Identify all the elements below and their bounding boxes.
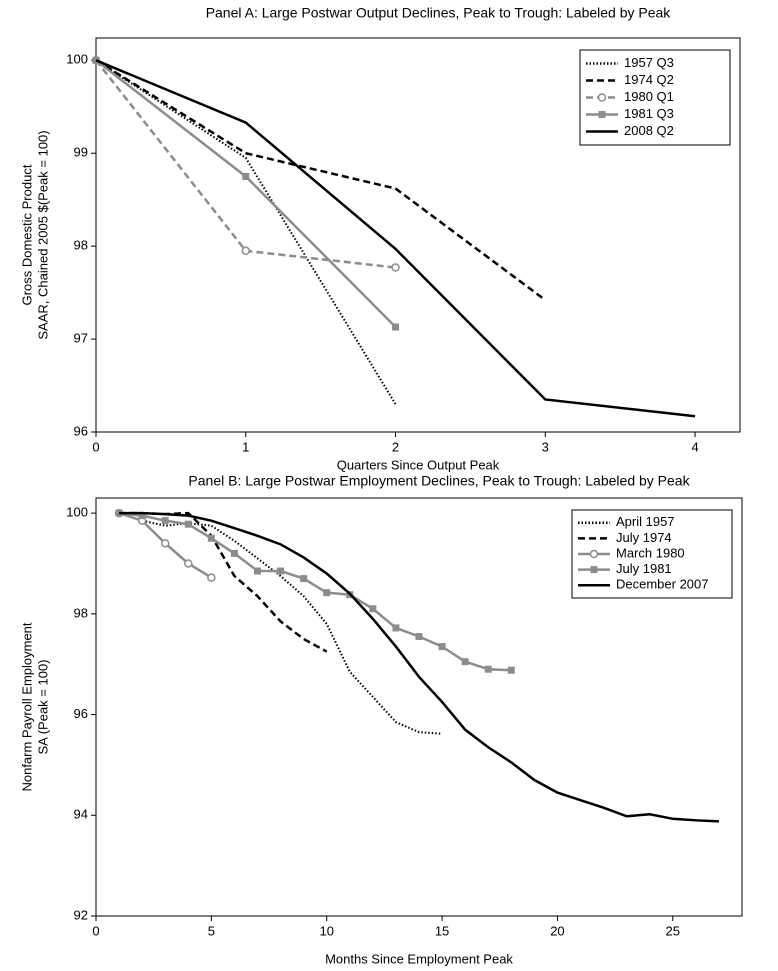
- y-tick-label: 99: [74, 145, 88, 160]
- legend-marker: [597, 93, 607, 102]
- marker: [415, 632, 423, 640]
- y-tick-label: 94: [74, 807, 88, 822]
- legend-label: 2008 Q2: [624, 123, 674, 138]
- legend-label: July 1974: [616, 530, 672, 545]
- marker: [392, 323, 400, 331]
- y-tick-label: 100: [66, 505, 88, 520]
- series-line: [118, 512, 443, 735]
- marker: [184, 559, 193, 568]
- legend-label: July 1981: [616, 561, 672, 576]
- series-line: [118, 511, 512, 672]
- y-axis-label: Gross Domestic Product: [19, 164, 34, 305]
- legend-label: 1981 Q3: [624, 106, 674, 121]
- x-tick-label: 0: [92, 439, 99, 454]
- y-axis-label: SAAR, Chained 2005 $(Peak = 100): [35, 130, 50, 339]
- x-tick-label: 25: [666, 923, 680, 938]
- x-tick-label: 20: [550, 923, 564, 938]
- marker: [391, 263, 400, 272]
- y-tick-label: 98: [74, 605, 88, 620]
- legend-label: 1974 Q2: [624, 72, 674, 87]
- x-tick-label: 4: [691, 439, 698, 454]
- x-tick-label: 0: [92, 923, 99, 938]
- series-line: [95, 59, 547, 302]
- x-axis-label: Quarters Since Output Peak: [337, 457, 500, 472]
- series-line: [95, 59, 396, 269]
- marker: [242, 172, 250, 180]
- marker: [207, 573, 216, 582]
- marker: [184, 520, 192, 528]
- marker: [369, 605, 377, 613]
- y-axis-label: SA (Peak = 100): [35, 659, 50, 754]
- series-line: [95, 59, 397, 405]
- marker: [254, 567, 261, 575]
- y-tick-label: 97: [74, 331, 88, 346]
- x-tick-label: 1: [242, 439, 249, 454]
- legend: 1957 Q3 1974 Q2 1980 Q1 1981 Q3 2008 Q2: [579, 49, 731, 146]
- y-tick-label: 98: [74, 238, 88, 253]
- marker: [461, 658, 469, 666]
- plot-frame: [95, 37, 741, 433]
- marker: [392, 624, 400, 632]
- y-tick-label: 96: [74, 706, 88, 721]
- x-tick-label: 5: [208, 923, 215, 938]
- legend-marker: [589, 549, 599, 559]
- marker: [207, 534, 215, 542]
- legend-label: 1957 Q3: [624, 55, 674, 70]
- marker: [438, 643, 446, 651]
- plot-frame: [95, 497, 743, 917]
- series-line: [95, 59, 696, 418]
- marker: [230, 549, 238, 557]
- marker: [241, 246, 251, 256]
- y-axis-label: Nonfarm Payroll Employment: [19, 622, 34, 791]
- legend-marker: [590, 566, 598, 574]
- x-tick-label: 10: [319, 923, 333, 938]
- legend-marker: [598, 111, 606, 118]
- x-tick-label: 2: [392, 439, 399, 454]
- legend-label: March 1980: [616, 545, 685, 560]
- marker: [507, 666, 515, 674]
- legend-label: December 2007: [616, 577, 709, 592]
- x-axis-label: Months Since Employment Peak: [325, 951, 513, 966]
- legend-label: 1980 Q1: [624, 89, 674, 104]
- chart-title: Panel B: Large Postwar Employment Declin…: [188, 473, 690, 489]
- y-tick-label: 92: [74, 907, 88, 922]
- marker: [161, 517, 169, 525]
- y-tick-label: 96: [74, 423, 88, 438]
- y-tick-label: 100: [66, 52, 88, 67]
- marker: [160, 539, 170, 548]
- chart-title: Panel A: Large Postwar Output Declines, …: [206, 5, 672, 21]
- marker: [484, 665, 492, 673]
- marker: [323, 589, 331, 597]
- x-tick-label: 3: [542, 439, 549, 454]
- x-tick-label: 15: [435, 923, 449, 938]
- marker: [277, 567, 285, 575]
- marker: [300, 575, 308, 583]
- marker: [138, 512, 146, 520]
- legend-label: April 1957: [616, 514, 675, 529]
- series-line: [119, 511, 328, 653]
- series-line: [119, 511, 719, 823]
- series-line: [95, 59, 397, 328]
